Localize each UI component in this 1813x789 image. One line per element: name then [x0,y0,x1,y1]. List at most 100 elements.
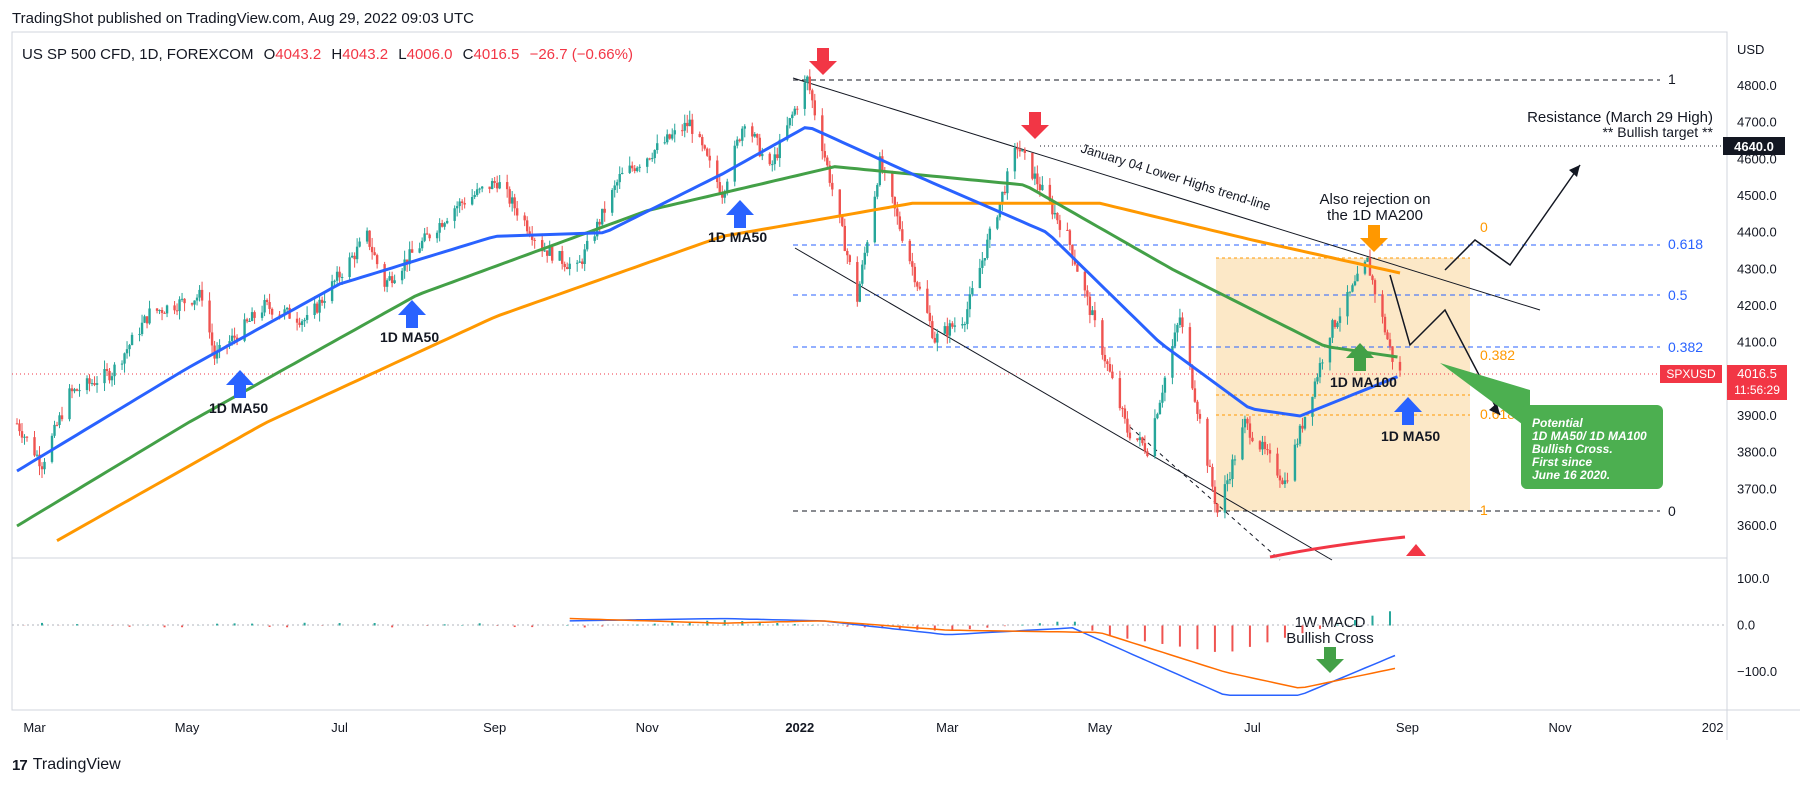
down-arrow-ma200-rejection[interactable] [1360,225,1388,252]
candle [193,300,196,311]
footer-brand[interactable]: TradingView [32,756,121,773]
candle [253,310,256,324]
candle [505,174,509,198]
candle-body [988,228,992,240]
publish-header: TradingShot published on TradingView.com… [12,10,474,27]
macd-up-triangle-icon [1406,544,1426,556]
ma50-line[interactable] [16,126,1399,473]
cross-callout-box[interactable] [1521,405,1663,489]
candle [478,187,481,194]
candle [318,294,321,322]
candle [1231,454,1234,488]
ma200-line[interactable] [56,201,1401,543]
bullish-projection-path[interactable] [1444,164,1581,271]
candle [338,266,341,283]
fib-right-label-0: 0 [1480,219,1488,235]
candle [298,317,301,328]
down-arrow-macd-cross[interactable] [1316,647,1344,673]
candle-body [1281,480,1284,485]
candle-body [523,215,526,221]
candle-body [843,225,846,251]
candle-body [545,250,549,256]
symbol-tag-text: SPXUSD [1666,367,1716,381]
candle [653,149,656,164]
down-arrow-mar-high[interactable] [1021,112,1049,139]
candle-body [20,431,24,438]
candle [1216,502,1219,517]
candle [493,176,496,188]
tradingview-logo-icon[interactable]: 17 [12,756,28,774]
candle-body [400,270,404,281]
candle [1398,356,1402,377]
candle-body [633,168,636,172]
candle [435,230,439,243]
candle-body [1118,378,1122,409]
candle-body [683,122,686,131]
ma100-line[interactable] [16,165,1398,528]
candle-body [385,280,389,287]
up-arrow-ma50-may[interactable] [226,370,254,398]
candle-body [666,134,669,143]
fib-retracement-left[interactable] [793,79,1660,512]
candle [1293,439,1297,482]
macd-histogram[interactable] [23,611,1391,652]
candle-body [1263,441,1267,450]
candle [971,281,974,297]
up-arrow-ma50-jul[interactable] [398,300,426,328]
candle-body [43,461,46,470]
candle [1018,140,1022,157]
candle [513,193,516,216]
up-arrow-ma50-nov[interactable] [726,200,754,228]
candle [936,329,939,352]
bearish-projection-path[interactable] [1389,274,1501,416]
candle-body [160,310,164,313]
candle [1108,357,1112,373]
candle [621,167,624,175]
candle-body [93,383,96,385]
macd-signal-line[interactable] [569,617,1396,689]
candle-body [460,201,464,203]
candlestick-series[interactable] [15,69,1402,519]
macd-line[interactable] [569,617,1396,697]
candle [776,147,779,161]
candle-body [651,158,654,160]
candle [368,230,371,251]
candle-body [548,246,551,256]
candle-body [58,415,61,425]
candle-body [893,196,897,209]
price-tick-label: 4500.0 [1737,188,1777,203]
candle-body [1226,480,1229,485]
candle-body [510,197,514,204]
up-arrow-ma100-aug[interactable] [1346,343,1374,371]
candle-body [1048,184,1052,202]
channel-lower-line[interactable] [794,247,1333,561]
candle-body [808,76,811,91]
candle [1111,364,1114,380]
candle [651,152,654,162]
candle [158,309,161,315]
time-tick-label: Sep [483,720,506,735]
candle-body [390,276,394,284]
candle [180,292,184,302]
candle-body [916,282,919,287]
up-arrow-ma50-aug[interactable] [1394,397,1422,425]
lower-highs-trendline[interactable] [792,77,1541,311]
candle-body [826,157,829,166]
candle [1023,147,1027,160]
candle-body [1198,413,1202,419]
candle [918,281,922,291]
macd-tick-label: 100.0 [1737,571,1770,586]
candle [305,306,309,324]
fib-retracement-right[interactable] [1216,257,1470,416]
candle-body [823,151,826,158]
candle-body [686,122,689,127]
candle [1086,285,1089,306]
candle [1233,455,1237,466]
candle-body [726,181,729,192]
candle-body [1248,423,1252,438]
down-arrow-jan-high[interactable] [809,48,837,75]
candle-body [1251,437,1254,442]
fib-zone-right[interactable] [1216,258,1470,511]
candle [811,88,814,109]
